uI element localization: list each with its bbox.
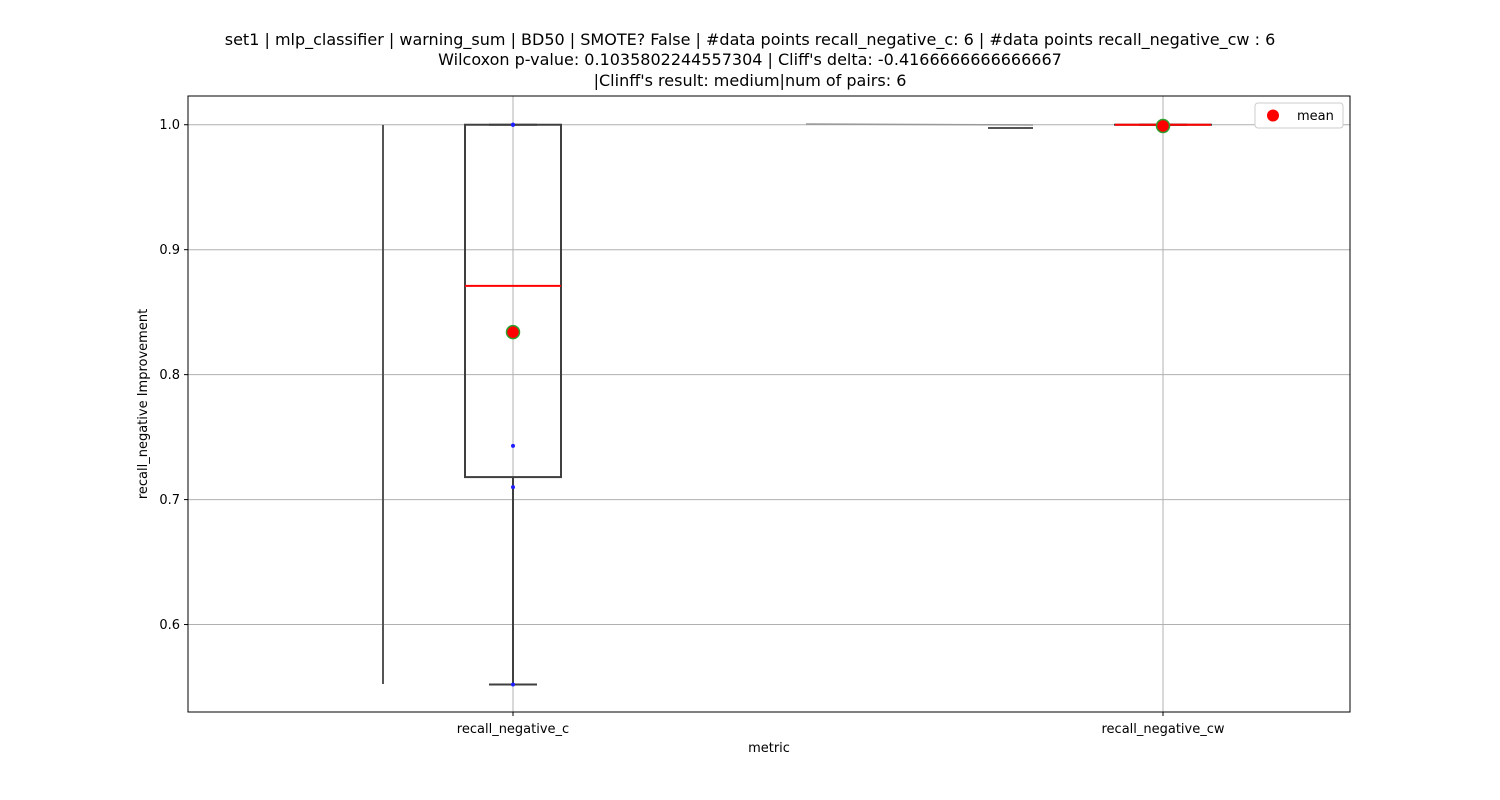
x-tick-label: recall_negative_cw (1101, 722, 1224, 737)
points-layer (511, 122, 1165, 687)
y-tick-label: 0.8 (159, 368, 180, 383)
data-point (511, 122, 515, 127)
plot-frame (187, 95, 1351, 713)
chart-title-line-1: set1 | mlp_classifier | warning_sum | BD… (224, 30, 1276, 49)
x-tick-label: recall_negative_c (457, 722, 569, 737)
legend-box (1254, 102, 1344, 129)
legend-mean-label: mean (1297, 109, 1334, 124)
data-point (511, 443, 515, 448)
decor-layer (382, 123, 1034, 684)
legend: mean (1254, 102, 1344, 129)
violin-ghost-top (805, 123, 1034, 126)
axis-layer: 0.6 0.7 0.8 0.9 1.0 recall_negative_c recall_n… (159, 118, 1225, 737)
mean-layer (505, 118, 1171, 340)
mean-marker (505, 324, 521, 340)
y-tick-label: 0.7 (159, 493, 180, 508)
chart-title-line-3: |Clinff's result: medium|num of pairs: 6 (593, 71, 907, 90)
box-layer (464, 123, 1212, 686)
mean-marker (1155, 118, 1171, 134)
y-axis-label: recall_negative Improvement (136, 309, 151, 499)
y-tick-label: 0.6 (159, 618, 180, 633)
grid-layer (188, 96, 1350, 712)
y-tick-label: 0.9 (159, 243, 180, 258)
data-point (511, 682, 515, 687)
x-axis-label: metric (748, 741, 790, 756)
data-point (511, 485, 515, 490)
y-tick-label: 1.0 (159, 118, 180, 133)
chart-title-line-2: Wilcoxon p-value: 0.1035802244557304 | C… (438, 50, 1062, 69)
legend-mean-marker (1267, 109, 1279, 122)
